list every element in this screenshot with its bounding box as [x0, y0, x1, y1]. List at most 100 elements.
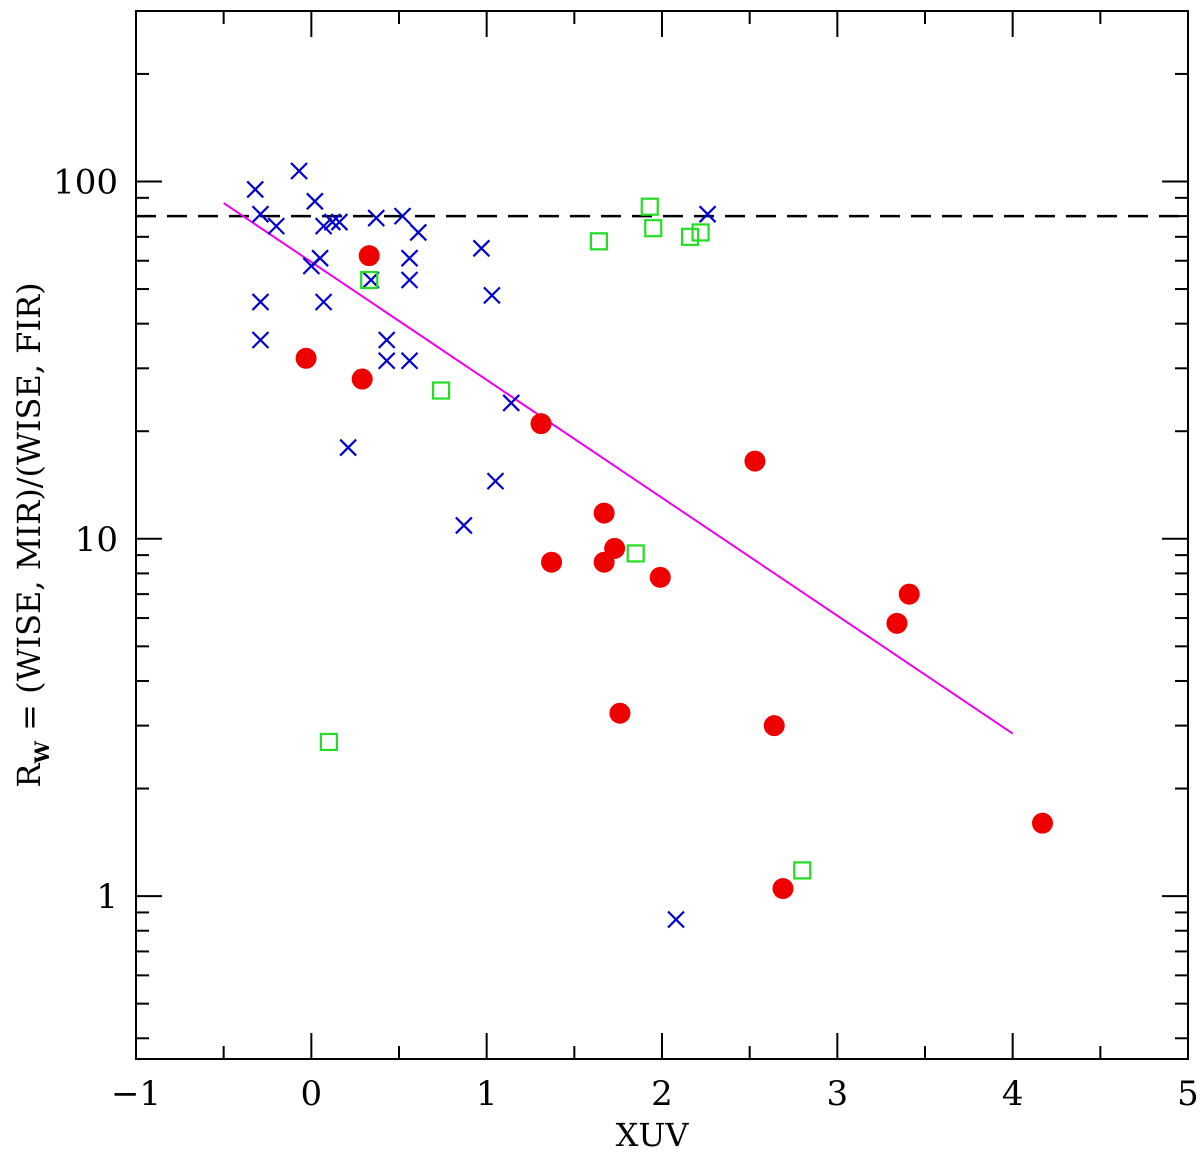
cross-stroke — [502, 394, 520, 412]
cross-point — [698, 205, 717, 223]
cross-stroke — [306, 192, 324, 211]
cross-point — [400, 351, 419, 370]
cross-stroke — [393, 207, 412, 225]
cross-stroke — [314, 217, 333, 235]
plot-frame — [135, 10, 1189, 1060]
circle-point — [530, 413, 552, 435]
x-tick-label: 0 — [301, 1074, 323, 1114]
circle-point — [772, 878, 794, 900]
square-point — [793, 861, 812, 880]
square-point — [691, 223, 710, 242]
circle-point — [1031, 812, 1053, 834]
cross-point — [367, 209, 385, 227]
square-point — [680, 227, 700, 246]
square-point — [640, 197, 659, 216]
cross-stroke — [314, 293, 333, 311]
cross-stroke — [251, 331, 270, 349]
cross-stroke — [400, 351, 419, 370]
circle-point — [593, 502, 615, 524]
cross-stroke — [400, 271, 419, 289]
cross-stroke — [667, 910, 685, 929]
y-tick-label: 1 — [96, 877, 118, 917]
axis-tick-labels: −1 0 1 2 3 4 5 1 10 100 — [53, 162, 1199, 1114]
square-point — [644, 219, 663, 238]
cross-point — [314, 217, 333, 235]
cross-point — [246, 180, 265, 199]
cross-stroke — [400, 249, 419, 267]
cross-stroke — [323, 213, 342, 231]
circle-point — [541, 551, 563, 573]
x-tick-label: 1 — [476, 1074, 498, 1114]
circle-point — [295, 347, 317, 369]
y-axis-title-subscript: W — [30, 741, 54, 765]
square-point — [319, 732, 338, 752]
axis-ticks — [135, 10, 1189, 1059]
cross-stroke — [251, 293, 270, 311]
x-tick-label: 3 — [827, 1074, 849, 1114]
cross-point — [667, 910, 685, 929]
circle-point — [351, 368, 373, 390]
y-tick-label: 10 — [75, 520, 118, 560]
square-point — [360, 270, 379, 290]
cross-stroke — [483, 286, 501, 305]
cross-point — [400, 271, 419, 289]
cross-point — [393, 207, 412, 225]
cross-point — [339, 438, 357, 457]
cross-point — [377, 331, 396, 349]
square-point — [589, 232, 608, 251]
cross-point — [290, 162, 308, 180]
cross-stroke — [698, 205, 717, 223]
circle-point — [886, 612, 908, 634]
circle-point — [744, 450, 766, 472]
square-point — [626, 544, 645, 563]
cross-point — [311, 249, 329, 267]
cross-stroke — [486, 472, 505, 490]
cross-point — [400, 249, 419, 267]
x-tick-label: 5 — [1177, 1074, 1199, 1114]
cross-point — [251, 205, 270, 223]
cross-point — [267, 217, 286, 235]
circle-point — [593, 551, 615, 573]
x-tick-label: 2 — [651, 1074, 673, 1114]
square-point — [431, 381, 451, 400]
cross-point — [330, 213, 349, 231]
y-axis-title: RW = (WISE, MIR)/(WISE, FIR) — [10, 282, 54, 787]
circle-point — [649, 566, 671, 588]
cross-point — [251, 293, 270, 311]
cross-stroke — [251, 205, 270, 223]
cross-stroke — [472, 239, 491, 258]
y-axis-title-prefix: R — [10, 763, 48, 788]
cross-stroke — [267, 217, 286, 235]
cross-stroke — [377, 331, 396, 349]
data-points — [246, 162, 1053, 929]
cross-point — [472, 239, 491, 258]
cross-stroke — [246, 180, 265, 199]
cross-point — [455, 516, 473, 535]
fit-line-segment — [223, 202, 1014, 735]
cross-stroke — [455, 516, 473, 535]
cross-stroke — [290, 162, 308, 180]
cross-point — [483, 286, 501, 305]
circle-point — [609, 702, 631, 724]
cross-stroke — [311, 249, 329, 267]
x-axis-title: XUV — [616, 1116, 690, 1154]
cross-point — [251, 331, 270, 349]
cross-point — [502, 394, 520, 412]
cross-stroke — [339, 438, 357, 457]
cross-point — [323, 213, 342, 231]
cross-point — [306, 192, 324, 211]
circle-point — [763, 715, 785, 737]
x-tick-label: 4 — [1002, 1074, 1024, 1114]
cross-stroke — [377, 351, 396, 370]
cross-point — [486, 472, 505, 490]
cross-point — [314, 293, 333, 311]
y-axis-title-suffix: = (WISE, MIR)/(WISE, FIR) — [10, 282, 48, 741]
cross-point — [409, 223, 428, 242]
circle-point — [358, 245, 380, 267]
cross-stroke — [367, 209, 385, 227]
x-tick-label: −1 — [111, 1074, 161, 1114]
circle-point — [898, 583, 920, 605]
cross-stroke — [409, 223, 428, 242]
cross-stroke — [330, 213, 349, 231]
